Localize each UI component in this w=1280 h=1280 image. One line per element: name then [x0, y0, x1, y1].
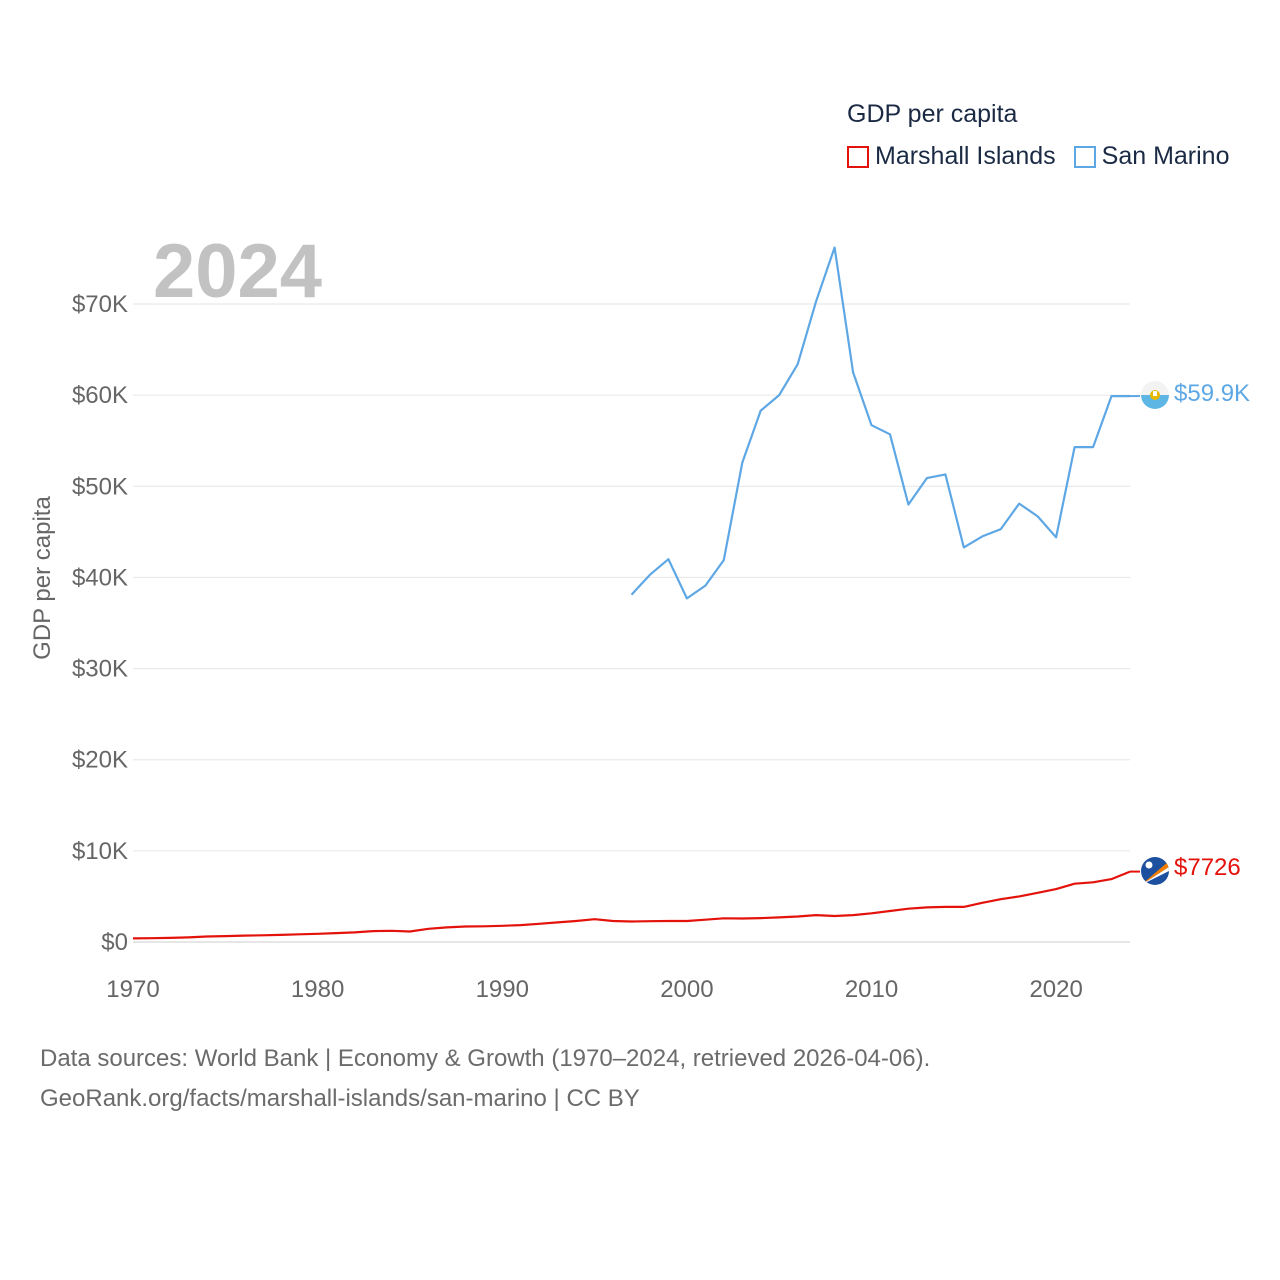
marshall-islands-flag-icon — [1141, 857, 1169, 885]
y-tick-label: $10K — [72, 838, 128, 865]
series-line-marshall-islands — [132, 870, 1131, 940]
legend-title: GDP per capita — [847, 100, 1018, 128]
legend-item-san-marino[interactable]: San Marino — [1073, 142, 1230, 171]
y-tick-label: $30K — [72, 656, 128, 683]
legend: Marshall Islands San Marino — [847, 142, 1248, 171]
y-tick-label: $20K — [72, 747, 128, 774]
x-tick-label: 2000 — [660, 976, 713, 1003]
legend-label-san-marino: San Marino — [1101, 142, 1230, 170]
x-axis-ticks: 1970 1980 1990 2000 2010 2020 — [106, 976, 1083, 1003]
grid-lines — [133, 303, 1130, 943]
source-line-2: GeoRank.org/facts/marshall-islands/san-m… — [40, 1085, 640, 1112]
series-lines — [132, 246, 1140, 940]
x-tick-label: 1990 — [476, 976, 529, 1003]
san-marino-flag-icon — [1141, 381, 1169, 409]
year-label: 2024 — [153, 229, 323, 314]
source-line-1: Data sources: World Bank | Economy & Gro… — [40, 1045, 931, 1072]
x-tick-label: 1980 — [291, 976, 344, 1003]
legend-item-marshall-islands[interactable]: Marshall Islands — [847, 142, 1056, 171]
san-marino-end-label: $59.9K — [1174, 380, 1251, 407]
y-tick-label: $70K — [72, 291, 128, 318]
x-tick-label: 2020 — [1029, 976, 1082, 1003]
y-axis-label: GDP per capita — [29, 496, 56, 660]
legend-label-marshall-islands: Marshall Islands — [875, 142, 1056, 170]
y-tick-label: $0 — [101, 929, 128, 956]
series-line-san-marino — [630, 246, 1130, 600]
marshall-islands-end-label: $7726 — [1174, 854, 1241, 881]
legend-swatch-san-marino — [1073, 145, 1096, 168]
y-tick-label: $40K — [72, 564, 128, 591]
legend-swatch-marshall-islands — [847, 145, 869, 168]
y-axis-ticks: $0 $10K $20K $30K $40K $50K $60K $70K — [72, 291, 128, 956]
y-tick-label: $50K — [72, 473, 128, 500]
x-tick-label: 2010 — [845, 976, 898, 1003]
x-tick-label: 1970 — [106, 976, 159, 1003]
y-tick-label: $60K — [72, 382, 128, 409]
